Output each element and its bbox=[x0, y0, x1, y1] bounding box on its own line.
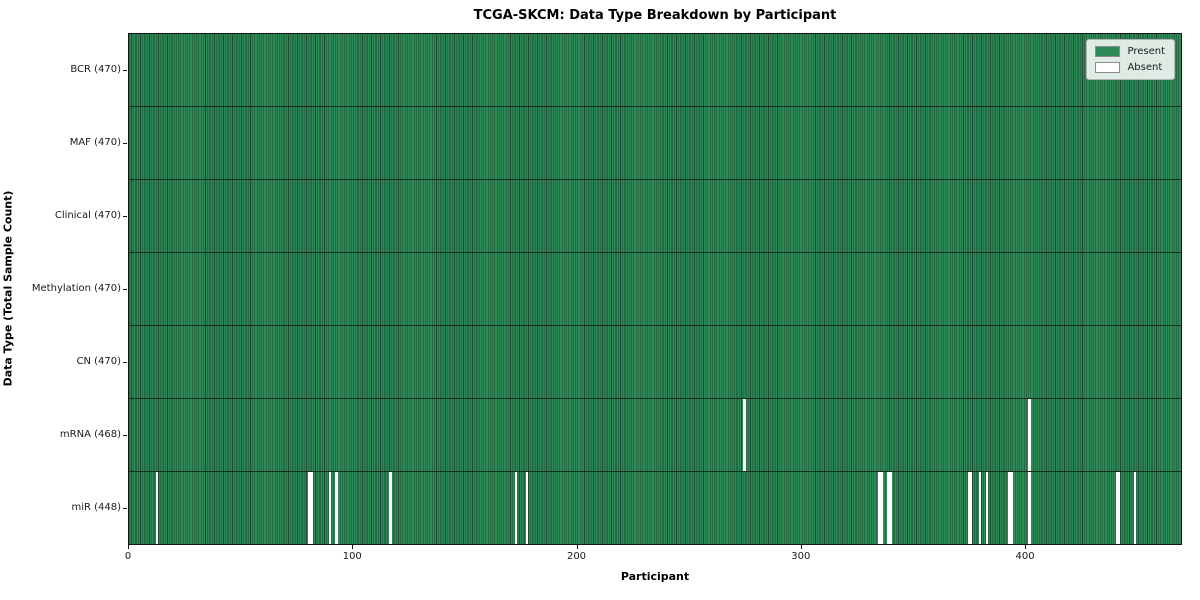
y-tick-label-CN: CN (470) bbox=[76, 356, 121, 368]
y-tick-label-Clinical: Clinical (470) bbox=[54, 209, 121, 221]
x-tick-label: 0 bbox=[124, 551, 132, 562]
x-tick-mark bbox=[128, 545, 129, 549]
absent-cell bbox=[514, 472, 518, 544]
absent-cell bbox=[1028, 472, 1031, 544]
y-tick-mark bbox=[123, 69, 127, 71]
absent-cell bbox=[967, 472, 971, 544]
absent-cell bbox=[1010, 472, 1013, 544]
heatmap-row-CN bbox=[129, 326, 1181, 399]
heatmap-row-MAF bbox=[129, 107, 1181, 180]
x-tick-mark bbox=[800, 545, 802, 549]
y-tick-mark bbox=[123, 508, 127, 510]
y-tick-mark bbox=[123, 142, 127, 144]
absent-cell bbox=[969, 472, 973, 544]
y-tick-label-miR: miR (448) bbox=[71, 502, 121, 514]
heatmap-plot-area bbox=[128, 33, 1182, 545]
x-axis-label: Participant bbox=[620, 570, 690, 583]
legend: Present Absent bbox=[1086, 39, 1175, 80]
y-tick-label-mRNA: mRNA (468) bbox=[59, 429, 121, 441]
absent-cell bbox=[889, 472, 892, 544]
legend-swatch-absent bbox=[1095, 62, 1121, 73]
heatmap-row-Methylation bbox=[129, 253, 1181, 326]
absent-cell bbox=[978, 472, 982, 544]
absent-cell bbox=[1008, 472, 1011, 544]
absent-cell bbox=[308, 472, 311, 544]
y-tick-mark bbox=[123, 435, 127, 437]
legend-swatch-present bbox=[1095, 46, 1121, 57]
absent-cell bbox=[155, 472, 159, 544]
legend-label: Present bbox=[1127, 46, 1165, 57]
absent-cell bbox=[389, 472, 392, 544]
heatmap-row-miR bbox=[129, 472, 1181, 544]
absent-cell bbox=[1115, 472, 1119, 544]
y-tick-mark bbox=[123, 215, 127, 217]
absent-cell bbox=[880, 472, 883, 544]
absent-cell bbox=[743, 399, 746, 471]
y-tick-label-MAF: MAF (470) bbox=[69, 136, 121, 148]
legend-item-absent: Absent bbox=[1095, 62, 1165, 73]
x-tick-mark bbox=[1025, 545, 1027, 549]
x-tick-label: 100 bbox=[342, 551, 362, 562]
y-tick-label-BCR: BCR (470) bbox=[70, 63, 121, 75]
x-tick-label: 300 bbox=[791, 551, 811, 562]
absent-cell bbox=[878, 472, 881, 544]
x-tick-mark bbox=[352, 545, 354, 549]
x-tick-label: 200 bbox=[566, 551, 587, 562]
absent-cell bbox=[1028, 399, 1031, 471]
legend-label: Absent bbox=[1127, 62, 1163, 73]
chart-title: TCGA-SKCM: Data Type Breakdown by Partic… bbox=[473, 8, 837, 23]
heatmap-row-mRNA bbox=[129, 399, 1181, 472]
legend-item-present: Present bbox=[1095, 46, 1165, 57]
x-tick-mark bbox=[576, 545, 578, 549]
x-tick-label: 400 bbox=[1015, 551, 1035, 562]
absent-cell bbox=[335, 472, 338, 544]
y-tick-mark bbox=[123, 289, 127, 290]
absent-cell bbox=[985, 472, 989, 544]
absent-cell bbox=[310, 472, 314, 544]
absent-cell bbox=[1117, 472, 1121, 544]
y-tick-label-Methylation: Methylation (470) bbox=[31, 283, 121, 294]
absent-cell bbox=[525, 472, 529, 544]
absent-cell bbox=[886, 472, 890, 544]
heatmap-row-Clinical bbox=[129, 180, 1181, 253]
absent-cell bbox=[1133, 472, 1137, 544]
heatmap-row-BCR bbox=[129, 34, 1181, 107]
y-tick-mark bbox=[123, 362, 127, 364]
absent-cell bbox=[328, 472, 332, 544]
